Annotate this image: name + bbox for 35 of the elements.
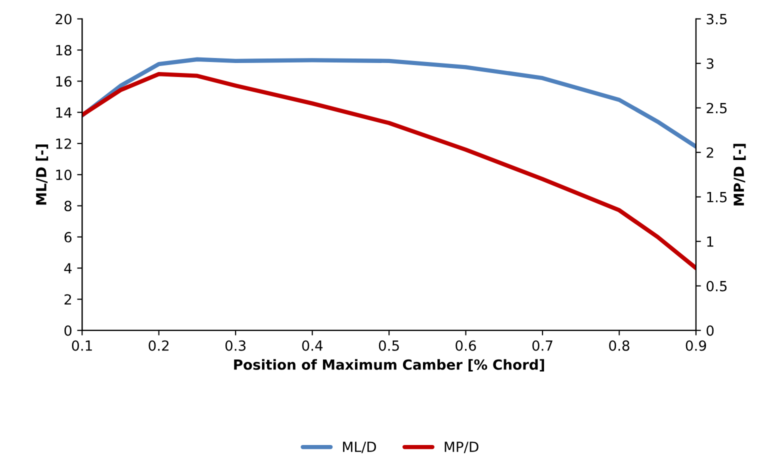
y-tick-label: 8 [64, 200, 72, 212]
y-tick-label: 10 [56, 170, 72, 180]
x-tick-label: 0.3 [225, 340, 246, 351]
y2-axis-title: MP/D [-] [733, 144, 746, 206]
y-tick-label: 6 [64, 232, 72, 242]
x-tick-label: 0.6 [456, 340, 476, 351]
y-tick-label: 0 [64, 325, 72, 336]
x-tick-label: 0.9 [686, 340, 706, 351]
y2-tick-label: 3.5 [706, 14, 727, 24]
y-tick-label: 16 [56, 76, 72, 87]
y2-tick-label: 2.5 [706, 102, 727, 114]
x-tick-label: 0.4 [302, 340, 323, 351]
y2-tick-label: 0 [706, 325, 714, 336]
y2-tick-label: 1.5 [707, 192, 727, 202]
y-axis-title: ML/D [-] [36, 144, 48, 205]
y2-tick-label: 2 [706, 147, 714, 158]
x-tick-label: 0.7 [532, 340, 552, 351]
y2-tick-label: 1 [707, 236, 714, 247]
y2-tick-label: 0.5 [706, 280, 727, 292]
y2-tick-label: 3 [706, 58, 714, 69]
y-tick-label: 4 [64, 263, 72, 274]
legend-label: MP/D [444, 442, 478, 454]
y-tick-label: 2 [64, 294, 71, 305]
y-tick-label: 20 [56, 14, 72, 24]
legend-label: ML/D [343, 442, 376, 454]
x-tick-label: 0.2 [148, 340, 168, 351]
x-tick-label: 0.1 [72, 340, 92, 351]
x-tick-label: 0.5 [378, 340, 399, 351]
x-axis-title: Position of Maximum Camber [% Chord] [234, 359, 544, 372]
x-tick-label: 0.8 [609, 340, 630, 351]
y-tick-label: 12 [56, 138, 71, 149]
line-series [82, 72, 696, 270]
line-series [82, 57, 696, 149]
y-tick-label: 14 [56, 107, 72, 118]
y-tick-label: 18 [56, 45, 72, 56]
